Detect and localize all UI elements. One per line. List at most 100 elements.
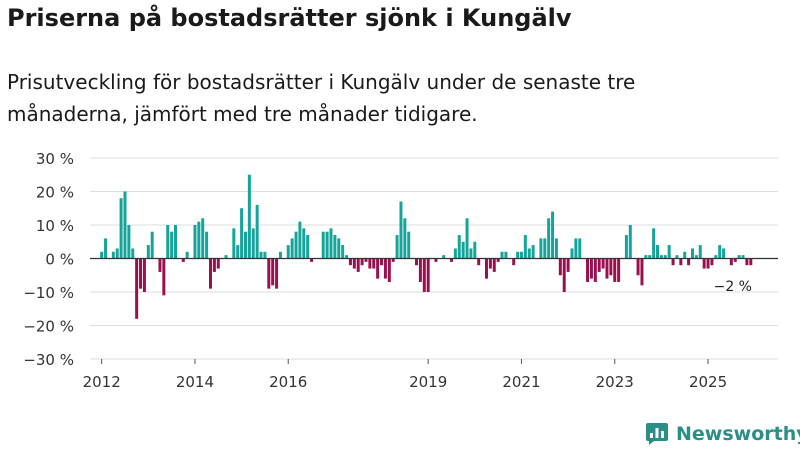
bar-negative [636,258,640,276]
bar-positive [656,245,659,259]
bar-positive [523,235,527,259]
bar-positive [722,248,726,259]
bar-negative [613,258,617,282]
bar-positive [578,238,582,259]
bar-negative [348,258,352,266]
bar-negative [356,258,360,272]
bar-positive [329,228,333,259]
bar-negative [310,258,314,262]
bar-positive [185,251,189,259]
bar-negative [275,258,279,289]
bar-positive [574,238,578,259]
bar-negative [216,258,220,269]
bar-negative [601,258,605,269]
bar-negative [492,258,496,272]
bar-negative [733,258,737,262]
bar-negative [181,258,185,262]
brand-name: Newsworthy [676,423,800,445]
brand-logo[interactable]: Newsworthy [645,419,800,449]
bar-positive [290,238,294,259]
bar-positive [201,218,205,259]
bar-positive [306,235,310,259]
bar-negative [710,258,714,266]
chart-subtitle: Prisutveckling för bostadsrätter i Kungä… [7,70,636,126]
bar-negative [383,258,387,279]
bar-positive [504,251,508,259]
bar-negative [380,258,384,266]
bar-positive [193,225,197,259]
bar-positive [302,228,306,259]
bar-positive [174,225,178,259]
bar-positive [395,235,399,259]
bar-positive [325,231,329,259]
bar-negative [488,258,492,269]
bar-positive [683,251,687,259]
bar-negative [679,258,683,266]
bar-positive [251,228,255,259]
bar-negative [142,258,146,292]
bar-positive [737,255,741,259]
bar-positive [321,231,325,259]
bar-positive [240,208,244,259]
bar-positive [263,251,267,259]
bar-positive [115,248,119,259]
bar-positive [146,245,150,259]
y-tick-label: 10 % [36,217,74,235]
bar-positive [403,218,407,259]
bar-positive [461,241,465,259]
bar-positive [652,228,656,259]
bar-positive [442,255,446,259]
x-tick-label: 2023 [596,373,634,391]
bar-positive [294,231,298,259]
bar-positive [465,218,469,259]
bar-positive [554,238,558,259]
bar-positive [278,251,282,259]
bar-negative [745,258,749,266]
bar-positive [341,245,345,259]
bar-positive [551,211,555,259]
bar-negative [158,258,162,272]
bar-negative [687,258,691,266]
bar-negative [418,258,422,282]
end-value-label: −2 % [714,279,752,295]
bar-positive [247,174,251,259]
bar-positive [259,251,263,259]
bar-positive [170,231,174,259]
bar-positive [255,204,259,259]
bar-positive [469,248,473,259]
bar-negative [209,258,212,289]
bar-negative [271,258,275,286]
bar-negative [496,258,500,262]
bar-negative [512,258,516,266]
bar-positive [104,238,108,259]
bar-positive [399,201,403,259]
bar-negative [597,258,601,272]
bar-negative [562,258,566,292]
bar-negative [139,258,143,289]
bar-negative [566,258,570,272]
x-tick-label: 2025 [689,373,727,391]
bar-positive [659,255,663,259]
bar-positive [741,255,745,259]
bar-positive [333,235,337,259]
bar-negative [593,258,597,282]
bar-positive [624,235,628,259]
bar-positive [457,235,461,259]
bar-positive [197,221,201,259]
bar-negative [162,258,166,296]
bar-negative [450,258,453,262]
bar-negative [702,258,706,269]
bar-positive [150,231,154,259]
bar-negative [671,258,675,266]
bar-positive [119,198,123,259]
bar-negative [372,258,376,269]
bar-negative [267,258,271,289]
newsworthy-logo-icon [646,423,668,445]
bar-positive [407,231,411,259]
bar-positive [205,231,209,259]
bar-positive [694,255,698,259]
bar-positive [286,245,290,259]
bar-positive [628,225,632,259]
bar-positive [500,251,504,259]
bar-negative [434,258,438,262]
